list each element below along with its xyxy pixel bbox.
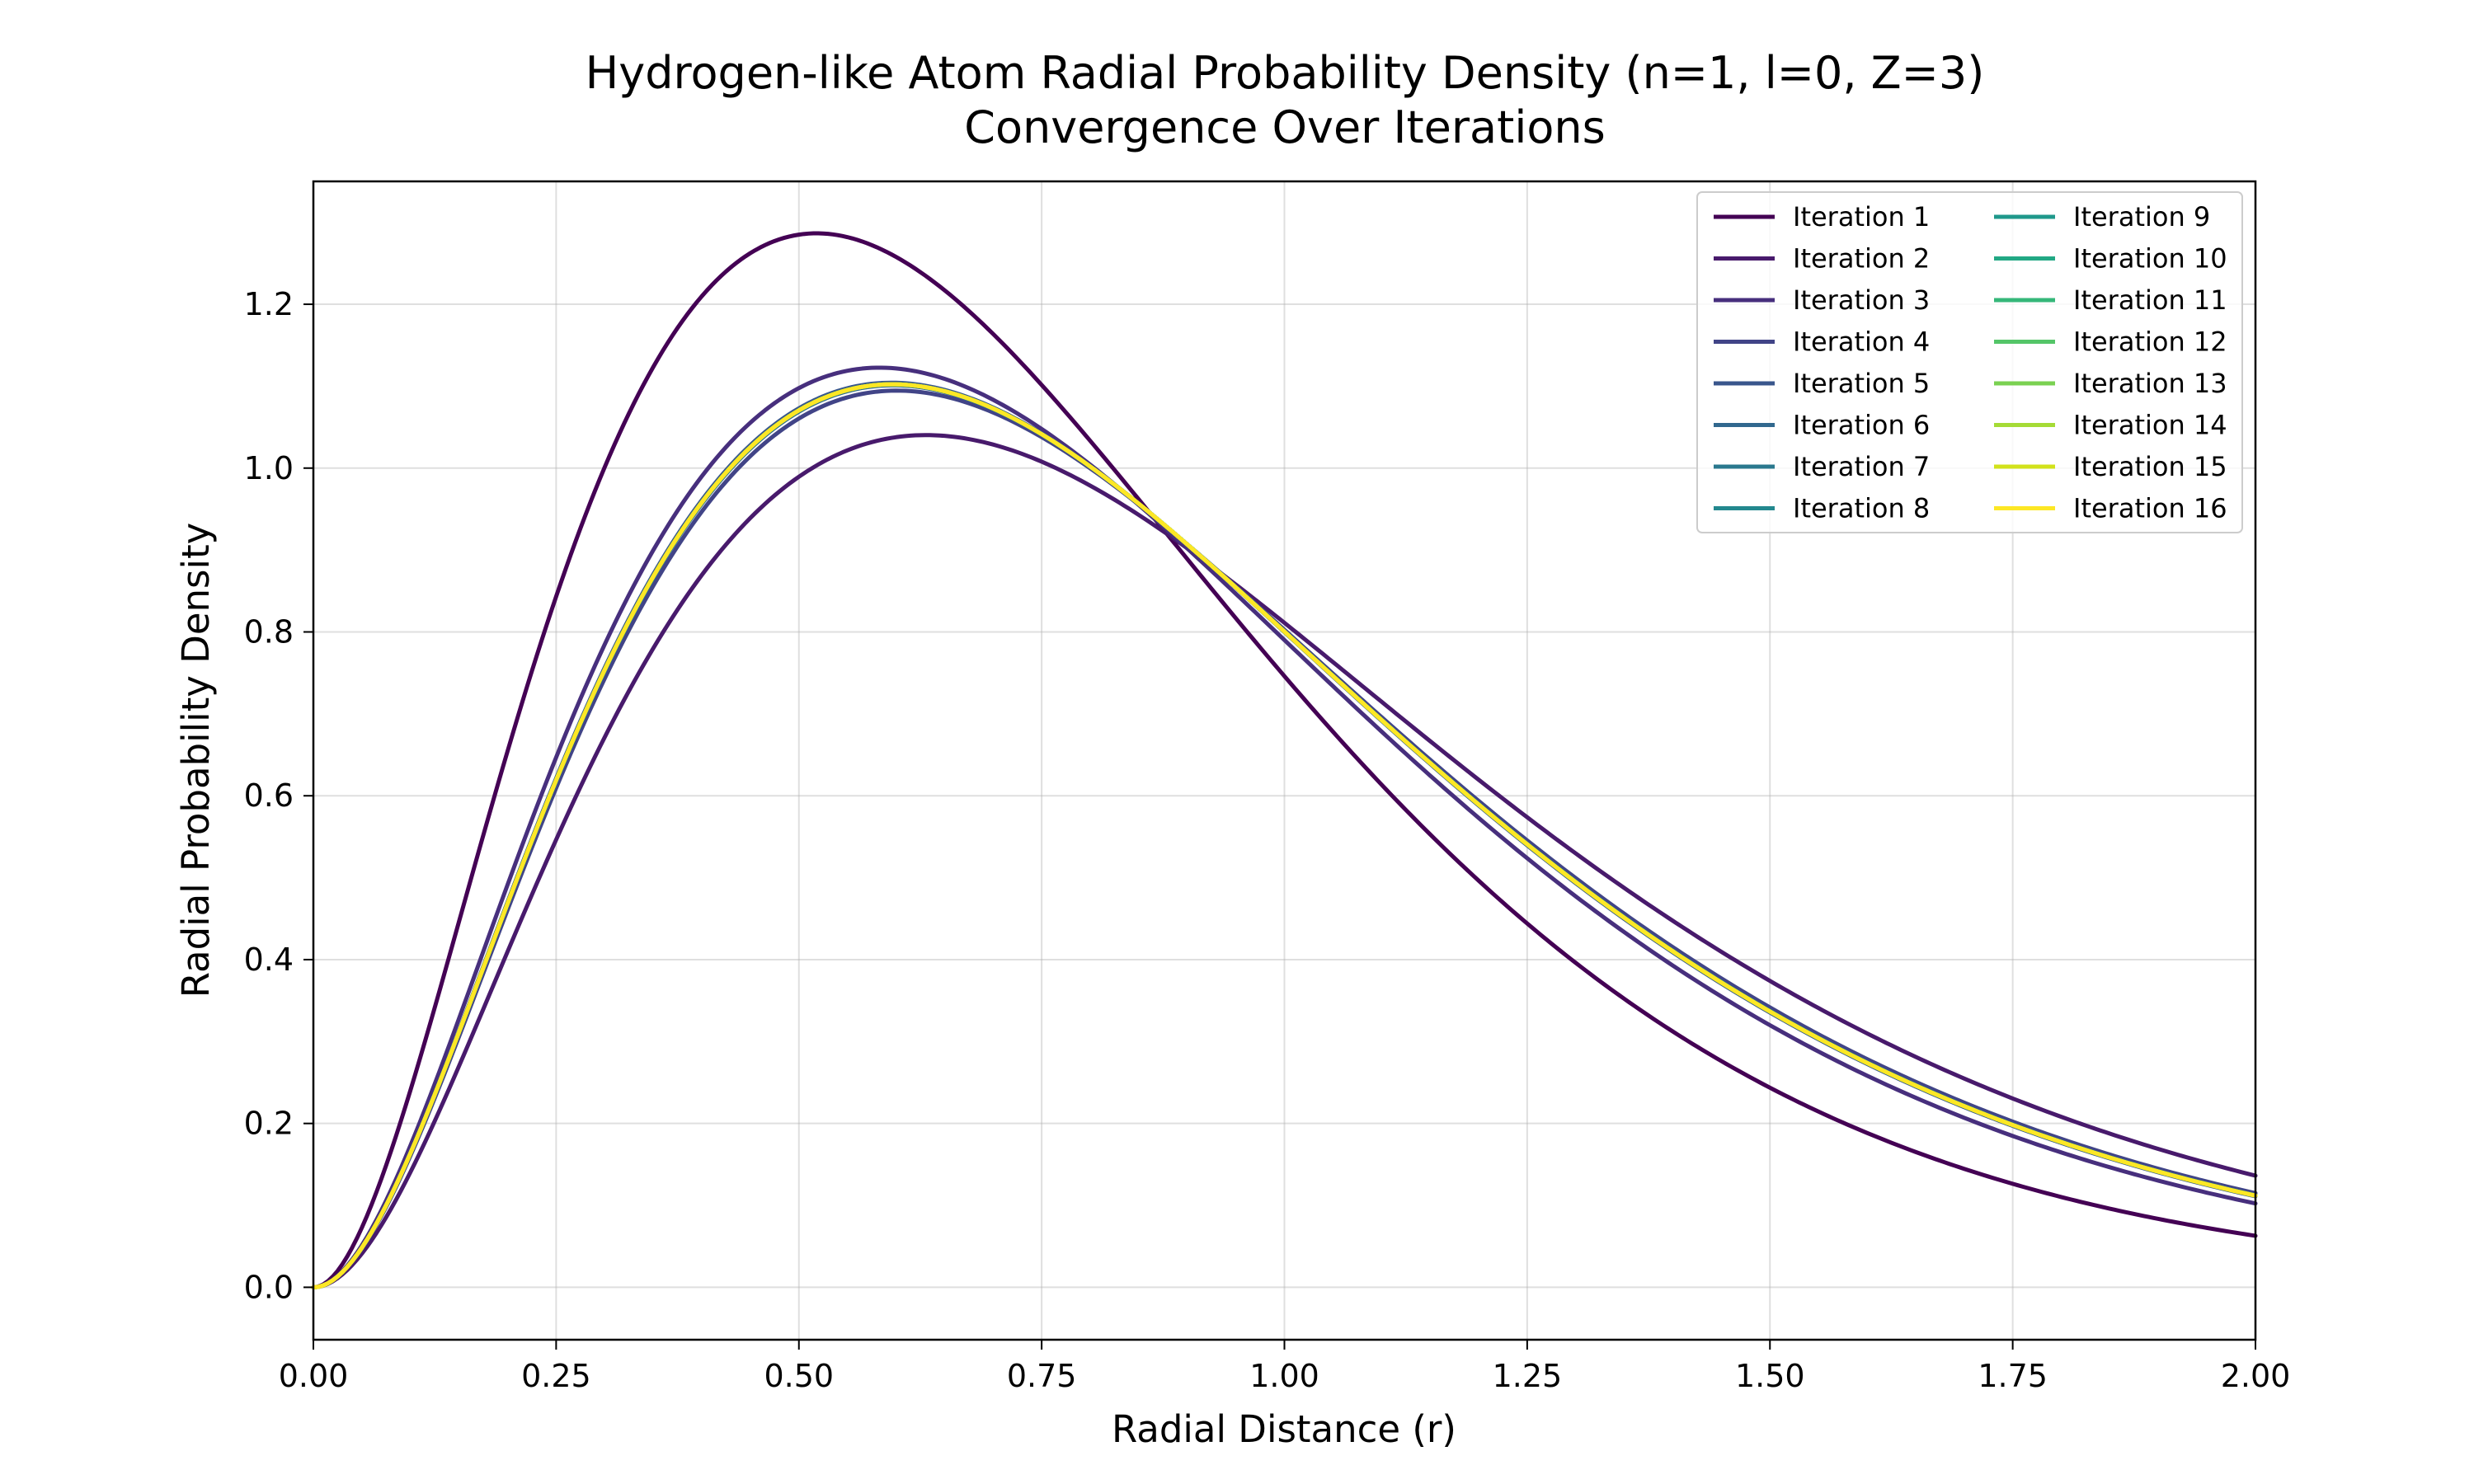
series-line-iteration-1 bbox=[311, 231, 2258, 1289]
series-line-iteration-3 bbox=[311, 365, 2258, 1289]
x-tick-label: 1.00 bbox=[1249, 1358, 1319, 1394]
legend-label: Iteration 14 bbox=[2073, 410, 2227, 441]
legend-label: Iteration 13 bbox=[2073, 368, 2227, 399]
x-tick-label: 1.75 bbox=[1978, 1358, 2048, 1394]
x-tick-label: 1.50 bbox=[1735, 1358, 1805, 1394]
plot-series bbox=[311, 231, 2258, 1289]
x-axis-label: Radial Distance (r) bbox=[1112, 1407, 1456, 1451]
x-tick-label: 0.75 bbox=[1007, 1358, 1077, 1394]
x-tick-label: 2.00 bbox=[2221, 1358, 2291, 1394]
legend-label: Iteration 10 bbox=[2073, 243, 2227, 275]
y-axis-label: Radial Probability Density bbox=[174, 523, 218, 998]
y-tick-label: 1.2 bbox=[244, 286, 294, 322]
x-tick-label: 0.00 bbox=[279, 1358, 349, 1394]
legend-label: Iteration 3 bbox=[1793, 284, 1930, 316]
chart-title: Hydrogen-like Atom Radial Probability De… bbox=[586, 47, 1985, 99]
legend: Iteration 1 Iteration 2 Iteration 3 Iterati… bbox=[1696, 191, 2243, 533]
x-tick-label: 0.50 bbox=[764, 1358, 834, 1394]
legend-label: Iteration 6 bbox=[1793, 410, 1930, 441]
y-tick-label: 0.4 bbox=[244, 942, 294, 978]
x-tick-label: 0.25 bbox=[521, 1358, 591, 1394]
legend-label: Iteration 16 bbox=[2073, 493, 2227, 524]
legend-label: Iteration 15 bbox=[2073, 451, 2227, 482]
legend-label: Iteration 11 bbox=[2073, 284, 2227, 316]
y-tick-label: 0.0 bbox=[244, 1269, 294, 1305]
legend-label: Iteration 2 bbox=[1793, 243, 1930, 275]
axis-ticks: 0.00 0.25 0.50 0.75 1.00 1.25 1.50 1.75 2.00 0.0 0… bbox=[244, 286, 2291, 1394]
legend-label: Iteration 4 bbox=[1793, 326, 1930, 358]
y-tick-label: 0.6 bbox=[244, 777, 294, 814]
y-tick-label: 1.0 bbox=[244, 450, 294, 486]
legend-label: Iteration 9 bbox=[2073, 201, 2210, 232]
legend-label: Iteration 7 bbox=[1793, 451, 1930, 482]
chart-subtitle: Convergence Over Iterations bbox=[964, 101, 1605, 153]
legend-label: Iteration 1 bbox=[1793, 201, 1930, 232]
legend-label: Iteration 5 bbox=[1793, 368, 1930, 399]
x-tick-label: 1.25 bbox=[1493, 1358, 1563, 1394]
series-line-iteration-2 bbox=[311, 433, 2258, 1289]
legend-box bbox=[1696, 191, 2243, 533]
y-tick-label: 0.2 bbox=[244, 1106, 294, 1142]
legend-label: Iteration 12 bbox=[2073, 326, 2227, 358]
series-line-iteration-16 bbox=[311, 382, 2258, 1289]
legend-label: Iteration 8 bbox=[1793, 493, 1930, 524]
y-tick-label: 0.8 bbox=[244, 613, 294, 650]
